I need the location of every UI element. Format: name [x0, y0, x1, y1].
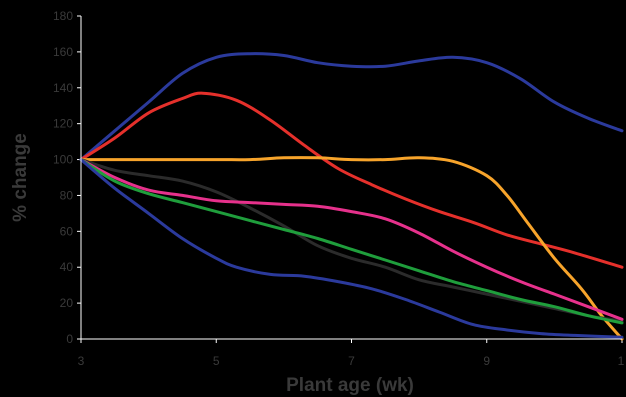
y-tick-label: 120 [53, 117, 73, 131]
x-tick-label: 1 [618, 354, 625, 368]
y-tick-label: 40 [60, 260, 74, 274]
y-axis-title: % change [10, 133, 31, 222]
y-tick-label: 140 [53, 81, 73, 95]
x-axis-title: Plant age (wk) [286, 375, 414, 396]
series-line-4 [79, 158, 624, 323]
x-axis-ticks: 3 5 7 9 1 [78, 339, 625, 368]
series-line-2 [79, 91, 624, 269]
y-tick-label: 160 [53, 45, 73, 59]
series-line-3 [79, 156, 624, 341]
series-line-1 [79, 52, 624, 162]
series-line-7 [79, 158, 624, 339]
series-line-5 [79, 158, 624, 321]
y-tick-label: 60 [60, 224, 74, 238]
y-tick-label: 180 [53, 9, 73, 23]
x-tick-label: 9 [483, 354, 490, 368]
series-line-6 [79, 158, 624, 325]
x-tick-label: 7 [348, 354, 355, 368]
y-tick-label: 20 [60, 296, 74, 310]
y-tick-label: 0 [66, 332, 73, 346]
x-tick-label: 3 [78, 354, 85, 368]
series-lines [79, 52, 624, 341]
y-axis-ticks: 0 20 40 60 80 100 120 140 160 180 [53, 9, 81, 346]
y-tick-label: 80 [60, 188, 74, 202]
x-tick-label: 5 [213, 354, 220, 368]
y-tick-label: 100 [53, 153, 73, 167]
